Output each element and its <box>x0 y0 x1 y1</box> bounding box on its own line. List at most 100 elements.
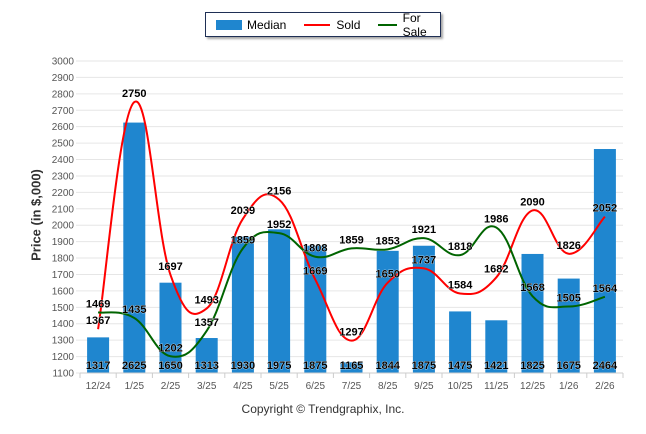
median-value-label: 1317 <box>86 360 110 372</box>
y-tick-label: 3000 <box>52 57 75 68</box>
median-value-label: 2625 <box>122 360 146 372</box>
y-tick-label: 2700 <box>52 106 75 117</box>
legend-label-sold: Sold <box>336 17 361 32</box>
legend-item-for-sale[interactable]: For Sale <box>378 11 434 39</box>
median-bar <box>268 229 291 373</box>
legend-label-median: Median <box>247 17 287 32</box>
median-value-label: 1313 <box>194 360 218 372</box>
x-tick-label: 1/25 <box>125 381 145 392</box>
for-sale-value-label: 1853 <box>375 235 399 247</box>
for-sale-value-label: 1469 <box>86 298 110 310</box>
sold-value-label: 1737 <box>412 254 436 266</box>
median-bar <box>304 245 327 373</box>
median-value-label: 1675 <box>556 360 580 372</box>
legend-item-sold[interactable]: Sold <box>304 18 360 32</box>
sold-value-label: 1697 <box>158 261 182 273</box>
y-tick-label: 1500 <box>52 303 75 314</box>
median-value-label: 1475 <box>448 360 472 372</box>
for-sale-value-label: 1202 <box>158 342 182 354</box>
x-tick-label: 4/25 <box>233 381 253 392</box>
median-bar <box>195 338 218 373</box>
x-tick-label: 3/25 <box>197 381 217 392</box>
median-bar <box>340 362 363 373</box>
x-tick-label: 1/26 <box>559 381 579 392</box>
for-sale-value-label: 1921 <box>412 224 436 236</box>
y-tick-label: 1900 <box>52 237 75 248</box>
y-tick-label: 1700 <box>52 270 75 281</box>
sold-line-swatch-icon <box>304 23 331 26</box>
median-bars <box>87 122 616 373</box>
median-bar <box>521 253 544 373</box>
x-axis: 12/24 1/25 2/25 3/25 4/25 5/25 6/25 7/25 8/25 9/2… <box>79 372 624 392</box>
y-tick-label: 1300 <box>52 336 75 347</box>
y-tick-label: 2300 <box>52 171 75 182</box>
median-value-label: 2464 <box>593 360 618 372</box>
copyright-text: Copyright © Trendgraphix, Inc. <box>241 402 405 416</box>
y-tick-label: 2200 <box>52 188 75 199</box>
sold-value-label: 2156 <box>267 186 291 198</box>
x-tick-label: 12/24 <box>86 381 111 392</box>
median-value-label: 1930 <box>231 360 255 372</box>
for-sale-value-label: 1357 <box>194 317 218 329</box>
legend-item-median[interactable]: Median <box>216 18 286 32</box>
sold-value-label: 1682 <box>484 263 508 275</box>
sold-value-label: 2090 <box>520 196 544 208</box>
y-tick-label: 2000 <box>52 221 75 232</box>
y-tick-label: 2400 <box>52 155 75 166</box>
chart-legend: Median Sold For Sale <box>205 11 441 39</box>
for-sale-value-label: 1564 <box>593 283 618 295</box>
for-sale-value-label: 1952 <box>267 219 291 231</box>
y-tick-label: 2100 <box>52 204 75 215</box>
median-value-label: 1650 <box>158 360 182 372</box>
x-tick-label: 11/25 <box>484 381 509 392</box>
median-value-label: 1165 <box>340 360 364 372</box>
y-tick-label: 1600 <box>52 286 75 297</box>
median-bar <box>376 250 399 373</box>
median-value-label: 1844 <box>375 360 400 372</box>
data-labels: 1317 2625 1650 1313 1930 1975 1875 1165 1844 1875… <box>86 88 619 373</box>
for-sale-value-label: 1568 <box>520 282 544 294</box>
median-bar <box>412 245 435 373</box>
x-tick-label: 2/26 <box>595 381 615 392</box>
median-value-label: 1825 <box>520 360 544 372</box>
x-tick-label: 8/25 <box>378 381 398 392</box>
median-swatch-icon <box>216 19 242 30</box>
trend-lines <box>97 100 606 358</box>
for-sale-value-label: 1859 <box>339 234 363 246</box>
sold-value-label: 2052 <box>593 203 617 215</box>
x-tick-label: 7/25 <box>342 381 362 392</box>
x-tick-label: 12/25 <box>520 381 545 392</box>
y-tick-label: 1100 <box>52 369 74 380</box>
median-bar <box>449 311 472 373</box>
median-value-label: 1975 <box>267 360 291 372</box>
for-sale-value-label: 1435 <box>122 304 146 316</box>
x-tick-label: 5/25 <box>269 381 289 392</box>
sold-value-label: 1493 <box>194 294 218 306</box>
median-bar <box>231 236 254 373</box>
x-tick-label: 10/25 <box>448 381 473 392</box>
y-tick-label: 2600 <box>52 122 75 133</box>
x-tick-label: 6/25 <box>306 381 326 392</box>
y-tick-label: 1200 <box>52 352 75 363</box>
for-sale-value-label: 1505 <box>556 292 580 304</box>
median-bar <box>593 149 616 373</box>
sold-value-label: 1297 <box>339 327 363 339</box>
sold-line <box>97 100 606 342</box>
for-sale-line <box>97 225 606 358</box>
sold-value-label: 1584 <box>448 280 473 292</box>
sold-value-label: 1367 <box>86 315 110 327</box>
y-tick-label: 2900 <box>52 73 75 84</box>
y-tick-label: 2500 <box>52 139 75 150</box>
y-axis-ticks: 1100 1200 1300 1400 1500 1600 1700 1800 1900 2000… <box>52 57 75 380</box>
for-sale-value-label: 1818 <box>448 241 472 253</box>
x-tick-label: 2/25 <box>161 381 181 392</box>
median-bar <box>557 278 580 373</box>
sold-value-label: 2750 <box>122 88 146 100</box>
y-tick-label: 2800 <box>52 89 75 100</box>
for-sale-value-label: 1986 <box>484 214 508 226</box>
median-value-label: 1875 <box>303 360 327 372</box>
median-bar <box>485 320 508 373</box>
x-tick-label: 9/25 <box>414 381 434 392</box>
for-sale-value-label: 1808 <box>303 243 327 255</box>
